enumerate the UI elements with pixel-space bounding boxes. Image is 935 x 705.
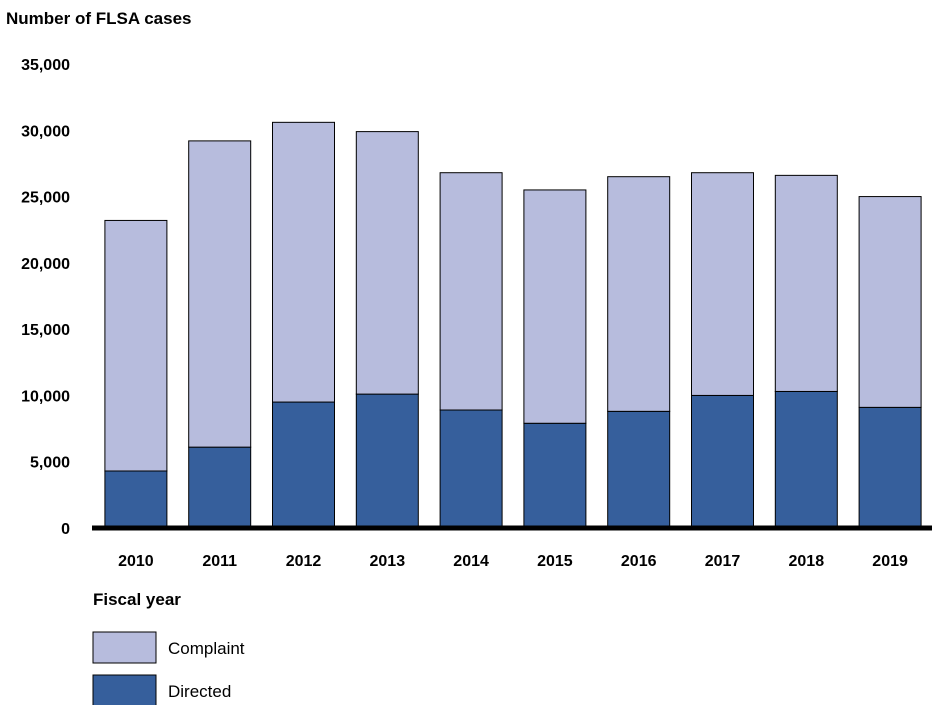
bar-directed-2012	[272, 401, 335, 529]
bar-directed-2014	[439, 409, 503, 529]
x-tick-label: 2012	[286, 553, 322, 570]
x-tick-label: 2016	[621, 553, 657, 570]
bar-directed-2016	[607, 410, 671, 529]
y-axis-ticks: 0 5,000 10,000 15,000 20,000 25,000 30,000 35,0…	[21, 57, 70, 538]
y-axis-title: Number of FLSA cases	[6, 9, 191, 28]
y-tick-label: 20,000	[21, 256, 70, 273]
y-tick-label: 30,000	[21, 123, 70, 140]
bar-complaint-2012	[272, 121, 335, 403]
legend-label-complaint: Complaint	[168, 639, 245, 658]
bar-complaint-2010	[104, 219, 168, 472]
bar-complaint-2017	[691, 172, 754, 396]
x-axis-ticks: 2010 2011 2012 2013 2014 2015 2016 2017 2018 2019	[118, 553, 908, 570]
legend-swatch-complaint	[92, 631, 157, 664]
x-tick-label: 2010	[118, 553, 154, 570]
x-tick-label: 2013	[370, 553, 406, 570]
y-tick-label: 25,000	[21, 190, 70, 207]
y-tick-label: 35,000	[21, 57, 70, 74]
legend-swatch-directed	[92, 674, 157, 705]
bar-directed-2015	[523, 422, 587, 529]
bar-complaint-2015	[523, 189, 587, 424]
y-tick-label: 5,000	[30, 455, 70, 472]
y-tick-label: 10,000	[21, 388, 70, 405]
y-tick-label: 0	[61, 521, 70, 538]
x-tick-label: 2019	[872, 553, 908, 570]
bar-directed-2011	[188, 446, 252, 529]
bar-directed-2013	[355, 393, 419, 529]
legend: Complaint Directed	[92, 631, 245, 705]
bar-directed-2019	[858, 406, 922, 529]
x-tick-label: 2014	[453, 553, 489, 570]
y-tick-label: 15,000	[21, 322, 70, 339]
bar-directed-2017	[691, 394, 754, 529]
x-axis-title: Fiscal year	[93, 590, 181, 609]
bar-complaint-2016	[607, 176, 671, 412]
x-tick-label: 2017	[705, 553, 741, 570]
bar-directed-2010	[104, 470, 168, 529]
x-tick-label: 2011	[202, 553, 237, 570]
bar-directed-2018	[774, 390, 838, 529]
bar-complaint-2013	[355, 131, 419, 395]
x-tick-label: 2018	[789, 553, 825, 570]
bar-complaint-2019	[858, 196, 922, 408]
legend-label-directed: Directed	[168, 682, 231, 701]
x-tick-label: 2015	[537, 553, 573, 570]
bar-complaint-2011	[188, 140, 252, 448]
bars-group	[104, 121, 922, 529]
bar-complaint-2018	[774, 174, 838, 392]
bar-complaint-2014	[439, 172, 503, 411]
